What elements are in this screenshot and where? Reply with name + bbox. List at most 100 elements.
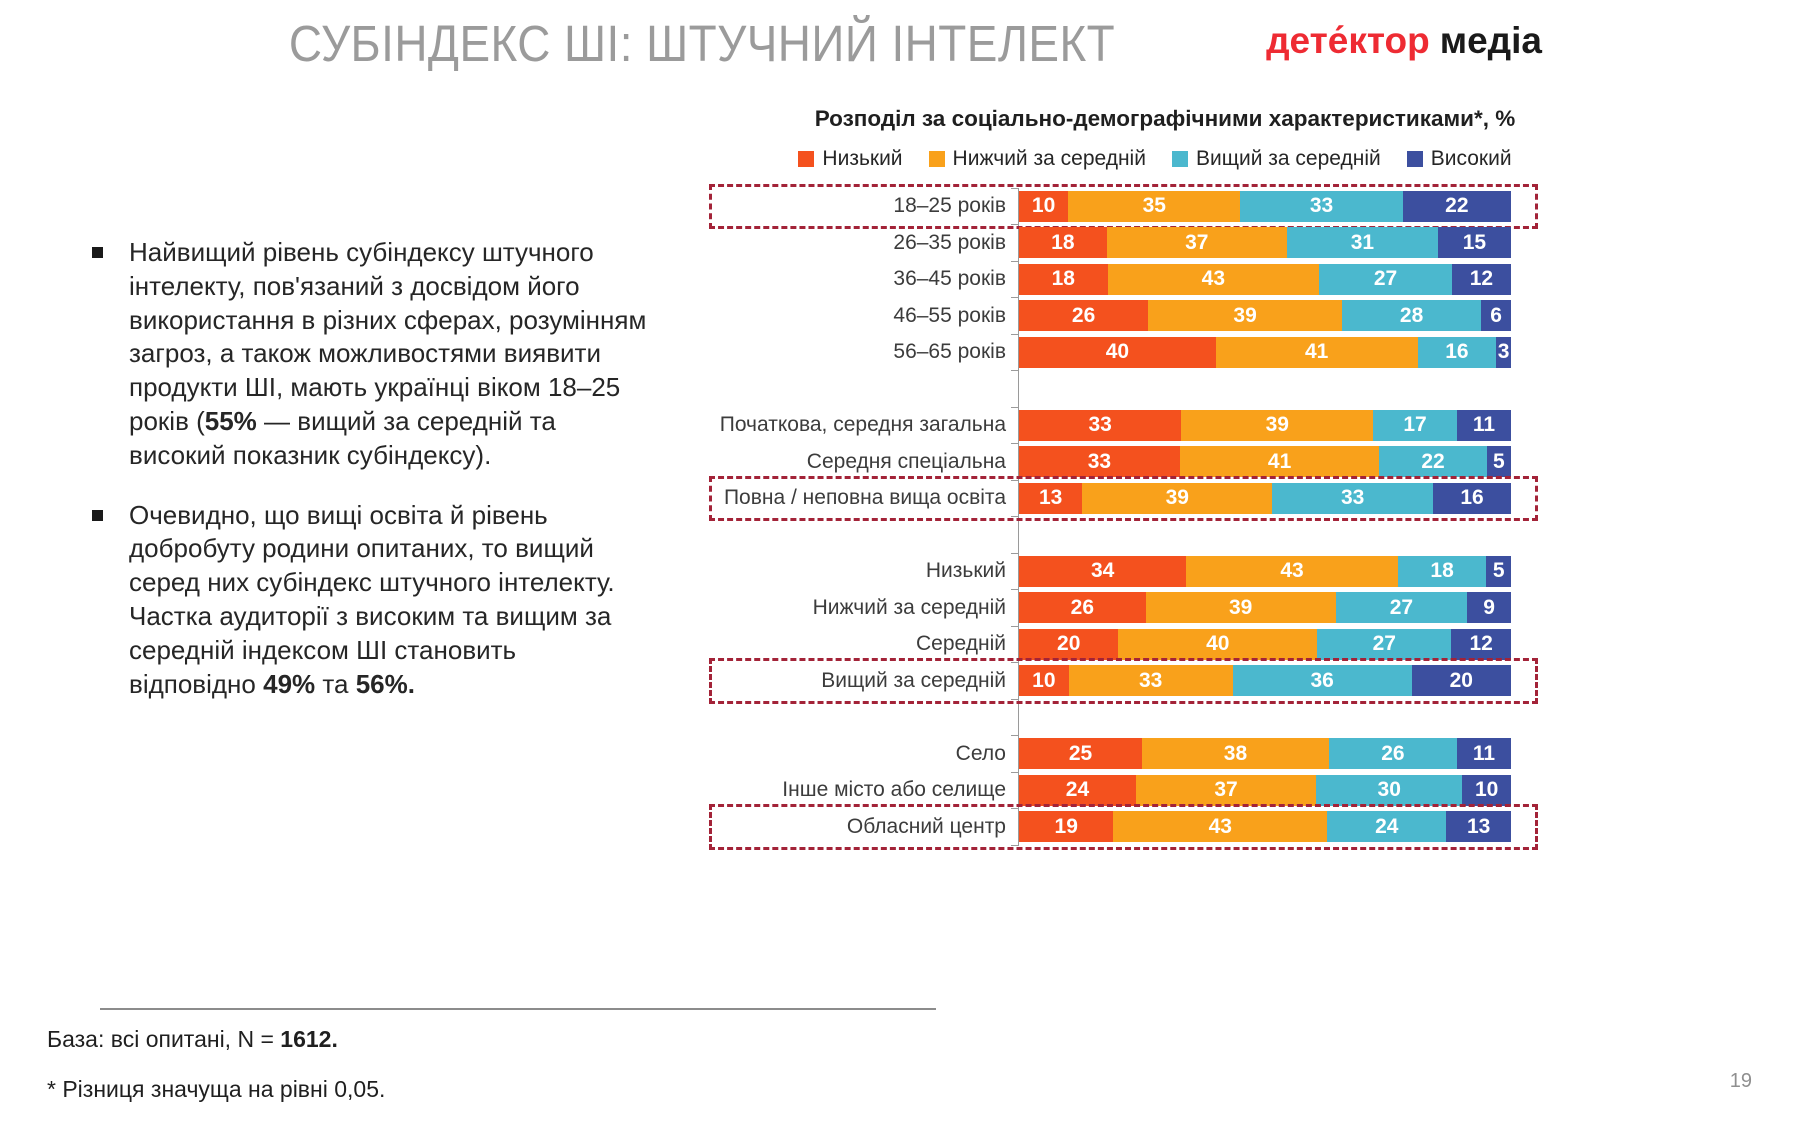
bar-segment: 27 (1317, 628, 1452, 660)
bar-segment: 43 (1107, 263, 1320, 295)
bar-segment: 17 (1373, 409, 1457, 441)
bar-segment: 9 (1467, 592, 1511, 624)
legend-swatch-icon (798, 151, 815, 167)
bar-segment: 18 (1019, 227, 1107, 259)
row-label: Село (955, 741, 1006, 765)
bar-value: 9 (1483, 595, 1495, 619)
chart-row: Початкова, середня загальна 33 39 17 11 (710, 407, 1540, 444)
axis-tick-mark (1011, 479, 1019, 481)
bar-value: 3 (1497, 340, 1510, 364)
bar-segment: 11 (1456, 409, 1511, 441)
bar-value: 20 (1057, 632, 1081, 656)
axis-tick-mark (1011, 224, 1019, 225)
chart: 18–25 років 10 35 33 22 26–35 років 18 37 31 15 36… (709, 183, 1540, 850)
bar-value: 28 (1399, 303, 1424, 327)
bar-value: 38 (1223, 741, 1248, 765)
bar-segment: 5 (1486, 446, 1511, 478)
row-bars: 10 33 36 20 (1019, 665, 1511, 697)
legend-item: Високий (1406, 147, 1512, 171)
bar-value: 41 (1304, 340, 1329, 364)
bar-segment: 12 (1451, 628, 1511, 660)
bar-value: 6 (1490, 303, 1502, 327)
chart-row: Середній 20 40 27 12 (710, 626, 1540, 663)
bar-value: 26 (1070, 595, 1094, 619)
bar-value: 22 (1445, 194, 1469, 218)
bar-value: 24 (1375, 814, 1399, 838)
row-label: 36–45 років (893, 267, 1006, 291)
row-bars: 34 43 18 5 (1019, 555, 1511, 587)
legend-label: Вищий за середній (1195, 147, 1381, 170)
chart-row: 26–35 років 18 37 31 15 (710, 225, 1540, 262)
axis-tick-mark (1011, 443, 1019, 444)
bar-value: 26 (1381, 741, 1405, 765)
row-bars: 13 39 33 16 (1019, 482, 1511, 514)
bar-segment: 40 (1019, 336, 1216, 368)
page-number: 19 (1729, 1070, 1752, 1092)
bar-value: 20 (1449, 668, 1473, 692)
legend-item: Нижчий за середній (928, 147, 1146, 171)
bullet-text: Найвищий рівень субіндексу штучного інте… (129, 236, 648, 473)
bar-value: 30 (1377, 778, 1401, 802)
axis-tick-mark (1011, 735, 1019, 736)
bar-segment: 38 (1142, 738, 1329, 770)
bullet-text-bold: 55% (204, 405, 257, 436)
row-bars: 40 41 16 3 (1019, 336, 1511, 368)
bar-value: 39 (1228, 595, 1253, 619)
bar-value: 18 (1051, 230, 1075, 254)
chart-legend: Низький Нижчий за середній Вищий за середн… (740, 147, 1570, 171)
bar-value: 5 (1492, 559, 1505, 583)
brand-logo-detector: дете́ктор (1266, 20, 1430, 61)
row-bars: 26 39 27 9 (1019, 592, 1511, 624)
row-bars: 25 38 26 11 (1019, 738, 1511, 770)
row-bars: 24 37 30 10 (1019, 774, 1511, 806)
bar-value: 10 (1032, 668, 1056, 692)
chart-row: 46–55 років 26 39 28 6 (710, 298, 1540, 335)
row-label: 56–65 років (893, 340, 1006, 364)
footer-divider (100, 1008, 936, 1010)
group-gap (710, 699, 1540, 736)
bullet-text-bold: 49% (263, 668, 316, 699)
row-label: Інше місто або селище (782, 778, 1006, 802)
legend-label: Нижчий за середній (952, 147, 1146, 170)
bar-value: 33 (1340, 486, 1365, 510)
bar-segment: 5 (1486, 555, 1511, 587)
axis-tick-mark (1011, 516, 1019, 517)
bar-value: 39 (1265, 413, 1289, 437)
legend-swatch-icon (1171, 151, 1188, 167)
bar-value: 33 (1088, 413, 1112, 437)
bullet-list: Найвищий рівень субіндексу штучного інте… (92, 236, 648, 701)
bar-segment: 24 (1019, 774, 1136, 806)
bar-value: 37 (1214, 778, 1238, 802)
bullet-item: Найвищий рівень субіндексу штучного інте… (92, 236, 648, 473)
bar-value: 33 (1087, 449, 1112, 473)
axis-tick-mark (1011, 297, 1019, 298)
bar-segment: 35 (1068, 190, 1241, 222)
bar-value: 33 (1309, 194, 1334, 218)
bar-segment: 33 (1068, 665, 1233, 697)
bar-segment: 43 (1186, 555, 1398, 587)
bar-value: 12 (1469, 267, 1494, 291)
chart-row: Обласний центр 19 43 24 13 (709, 804, 1540, 850)
bar-segment: 3 (1496, 336, 1511, 368)
bar-value: 11 (1472, 741, 1496, 765)
bar-segment: 33 (1240, 190, 1403, 222)
row-label: 46–55 років (893, 303, 1006, 327)
bar-value: 25 (1068, 741, 1093, 765)
bar-segment: 39 (1148, 300, 1343, 332)
sample-base-note-bold: 1612. (280, 1026, 338, 1052)
bar-segment: 22 (1379, 446, 1487, 478)
group-gap (710, 517, 1540, 554)
axis-tick-mark (1011, 844, 1019, 846)
significance-footnote: * Різниця значуща на рівні 0,05. (47, 1076, 386, 1102)
legend-swatch-icon (928, 151, 945, 167)
bar-value: 10 (1474, 778, 1499, 802)
bar-segment: 26 (1019, 592, 1146, 624)
bar-value: 24 (1065, 778, 1090, 802)
sample-base-note: База: всі опитані, N = 1612. (47, 1026, 338, 1053)
bar-value: 16 (1460, 486, 1484, 510)
row-label: Нижчий за середній (812, 595, 1006, 619)
row-label: Середня спеціальна (806, 449, 1006, 473)
bar-value: 11 (1472, 413, 1496, 437)
bar-value: 41 (1267, 449, 1292, 473)
bar-value: 40 (1206, 632, 1230, 656)
